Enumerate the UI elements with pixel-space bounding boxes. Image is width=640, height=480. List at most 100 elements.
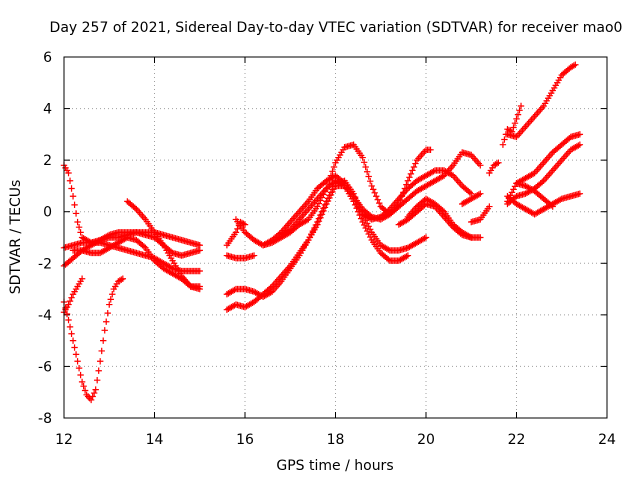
data-point (371, 189, 378, 197)
y-tick-label: -4 (38, 308, 52, 324)
series-sat-g (124, 198, 203, 293)
data-point (231, 286, 238, 294)
data-point (517, 102, 525, 110)
data-point (315, 200, 323, 207)
data-point (326, 194, 333, 202)
data-point (90, 389, 98, 397)
data-point (318, 211, 326, 218)
data-point (422, 234, 430, 241)
data-point (366, 233, 374, 241)
data-point (196, 285, 203, 293)
data-point (196, 267, 203, 275)
data-point (427, 146, 434, 154)
series-sat-j (223, 252, 258, 262)
data-point (359, 154, 366, 161)
data-point (576, 190, 584, 197)
y-tick-label: -8 (38, 411, 52, 427)
data-point (547, 202, 555, 209)
data-point (250, 252, 258, 259)
data-point (241, 221, 249, 228)
data-point (327, 191, 335, 199)
data-point (403, 253, 410, 260)
data-point (575, 142, 582, 149)
data-point (140, 243, 148, 250)
data-point (421, 235, 428, 242)
data-point (71, 344, 78, 351)
data-point (97, 358, 104, 365)
data-point (106, 301, 113, 308)
series-sat-v (504, 141, 584, 208)
data-point (376, 199, 383, 207)
data-point (477, 190, 484, 197)
data-point (572, 61, 579, 68)
data-point (330, 185, 338, 193)
data-point (357, 215, 365, 222)
data-point (69, 337, 77, 344)
plot-frame (63, 56, 608, 419)
data-point (466, 189, 473, 196)
data-point (404, 252, 412, 259)
data-point (65, 316, 72, 324)
data-point (385, 246, 392, 253)
data-point (232, 229, 240, 236)
data-point (74, 358, 81, 365)
data-point (92, 386, 99, 393)
data-point (314, 221, 321, 228)
data-point (370, 186, 377, 193)
data-point (329, 168, 336, 175)
data-point (303, 217, 311, 224)
x-tick-label: 14 (146, 432, 164, 448)
data-point (66, 297, 74, 305)
x-tick-label: 16 (236, 432, 254, 448)
series-sat-k (223, 218, 249, 249)
y-tick-label: -2 (38, 256, 52, 272)
data-point (510, 124, 517, 131)
data-point (131, 204, 139, 212)
data-point (65, 169, 72, 177)
data-point (329, 188, 336, 196)
data-point (365, 230, 372, 238)
data-point (404, 177, 412, 184)
data-point (75, 223, 83, 231)
y-tick-label: -6 (38, 359, 52, 375)
data-point (510, 186, 517, 193)
data-point (365, 173, 372, 180)
chart-title: Day 257 of 2021, Sidereal Day-to-day VTE… (50, 20, 623, 36)
series-sat-n (278, 149, 484, 239)
data-point (78, 275, 86, 282)
data-point (89, 393, 96, 400)
data-point (77, 371, 84, 379)
data-point (570, 62, 578, 69)
data-point (493, 160, 501, 167)
data-point (406, 174, 413, 181)
x-tick-label: 24 (598, 432, 616, 448)
data-point (576, 141, 584, 148)
data-point (77, 229, 84, 236)
data-point (430, 168, 437, 175)
series-sat-u (504, 61, 579, 141)
data-point (557, 196, 564, 203)
data-point (65, 301, 72, 308)
series-sat-p (395, 200, 484, 241)
data-point (475, 191, 482, 198)
x-axis-label: GPS time / hours (276, 458, 393, 474)
data-point (549, 203, 556, 210)
series-sat-r (468, 203, 493, 226)
data-point (72, 210, 80, 217)
data-point (118, 276, 125, 283)
data-point (407, 170, 415, 178)
data-point (321, 204, 329, 211)
data-point (409, 167, 416, 174)
data-point (78, 378, 86, 386)
data-point (66, 177, 74, 184)
series-sat-y (513, 180, 556, 210)
y-tick-label: 0 (43, 205, 52, 221)
data-point (486, 203, 493, 210)
data-point (320, 207, 327, 215)
data-point (104, 232, 111, 239)
x-tick-label: 12 (55, 432, 73, 448)
series-sat-c (60, 275, 86, 316)
data-point (477, 162, 484, 169)
series-sat-q (459, 190, 484, 208)
